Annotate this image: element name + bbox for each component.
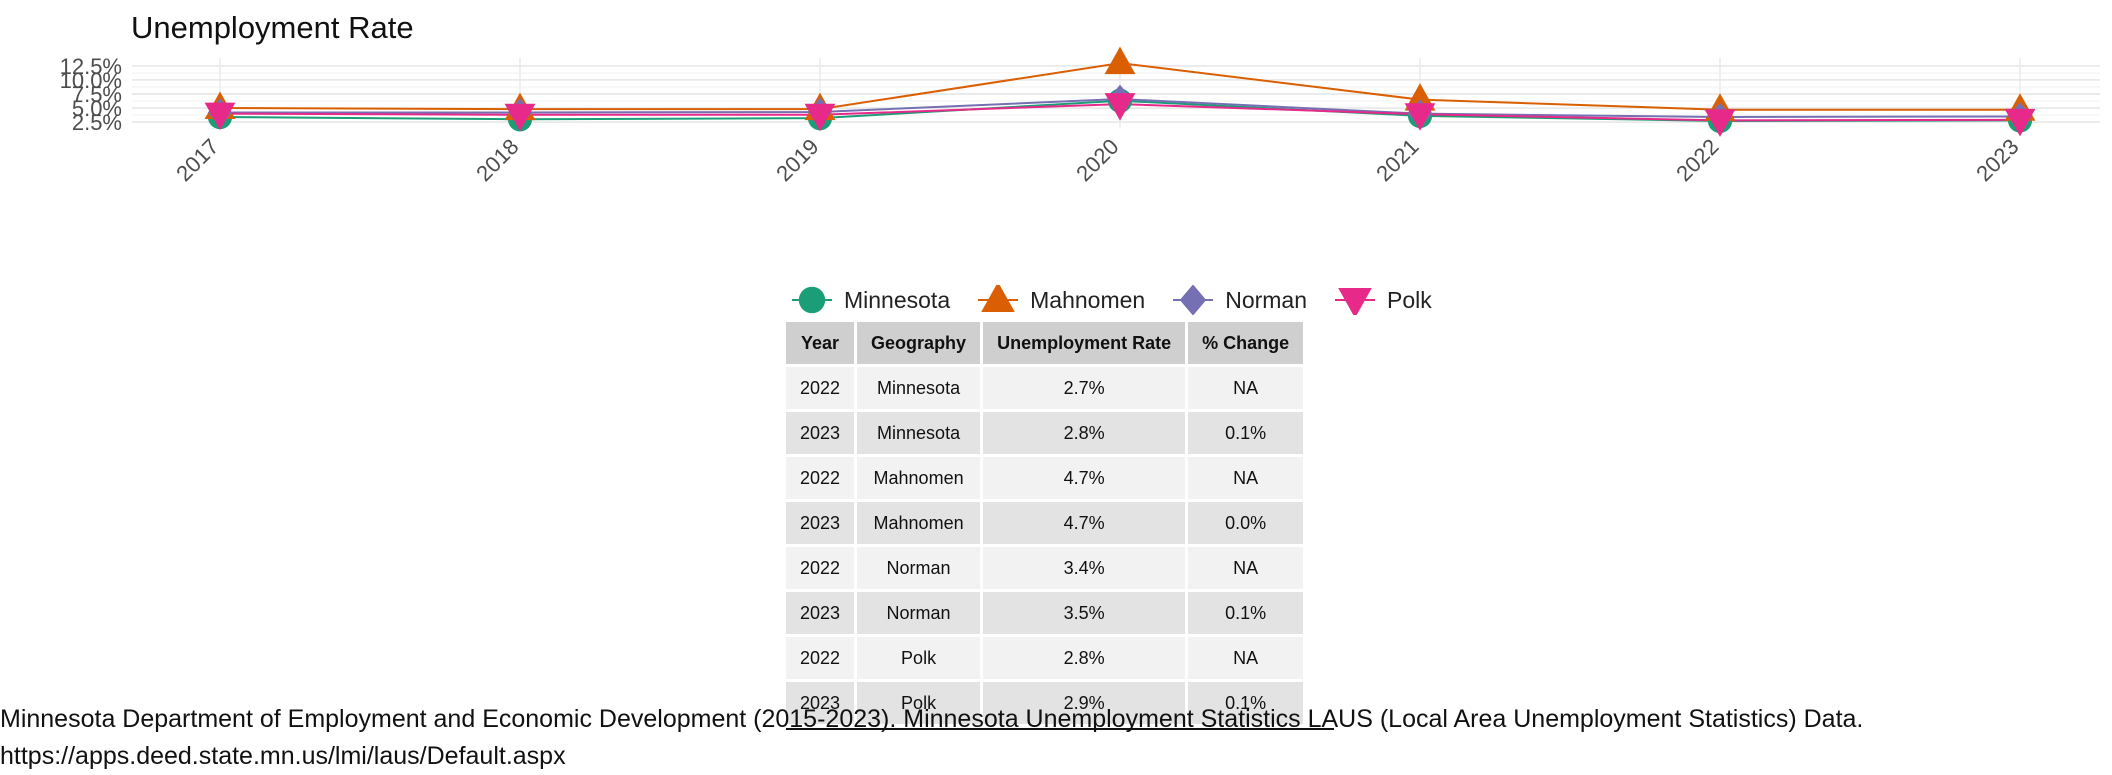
table-cell: Norman [855, 545, 984, 592]
line-chart: 2.5%5.0%7.5%10.0%12.5% 2017 2018 2019 2020 2… [60, 46, 2100, 186]
table-cell: Minnesota [855, 365, 984, 412]
x-tick-label: 2023 [1971, 134, 2023, 186]
table-cell: 3.5% [981, 590, 1189, 637]
marker-triangle-down [1404, 103, 1436, 131]
legend-item-polk: Polk [1333, 285, 1432, 315]
table-cell: 2022 [786, 455, 858, 502]
marker-circle [798, 286, 826, 314]
table-row: 2022 Norman 3.4% NA [786, 545, 1307, 592]
legend-key-polk [1335, 288, 1376, 315]
marker-triangle-down [2004, 108, 2036, 137]
legend-item-minnesota: Minnesota [790, 285, 950, 315]
table-cell: 2.9% [981, 680, 1189, 727]
table-cell: Mahnomen [855, 500, 984, 547]
y-tick-label: 10.0% [60, 68, 122, 93]
x-tick-label: 2021 [1371, 134, 1423, 186]
table-cell: Norman [855, 590, 984, 637]
marker-triangle-up [981, 285, 1015, 312]
y-tick-label: 12.5% [60, 54, 122, 79]
table-header-cell: % Change [1186, 322, 1307, 367]
marker-triangle-down [1338, 288, 1372, 315]
table-cell: 4.7% [981, 500, 1189, 547]
table-row: 2022 Polk 2.8% NA [786, 635, 1307, 682]
marker-triangle-up [1104, 46, 1136, 75]
legend-key-minnesota [792, 286, 832, 314]
table-cell: Minnesota [855, 410, 984, 457]
x-axis-ticks: 2017 2018 2019 2020 2021 2022 2023 [171, 134, 2023, 186]
table-cell: NA [1186, 365, 1307, 412]
table-cell: 2.8% [981, 410, 1189, 457]
table-cell: 2023 [786, 590, 858, 637]
table-cell: NA [1186, 545, 1307, 592]
table-row: 2023 Norman 3.5% 0.1% [786, 590, 1307, 637]
legend-label: Mahnomen [1030, 286, 1146, 313]
legend: Minnesota Mahnomen Norman Polk [790, 282, 1458, 318]
caption-line-1: Minnesota Department of Employment and E… [0, 705, 1864, 733]
y-axis-ticks: 2.5%5.0%7.5%10.0%12.5% [60, 54, 122, 135]
table-cell: 0.0% [1186, 500, 1307, 547]
table-row: 2022 Mahnomen 4.7% NA [786, 455, 1307, 502]
legend-label: Minnesota [844, 286, 951, 313]
chart-title: Unemployment Rate [131, 10, 414, 45]
source-caption: Minnesota Department of Employment and E… [0, 701, 1863, 775]
table-cell: 0.1% [1186, 680, 1307, 727]
table-cell: 0.1% [1186, 410, 1307, 457]
table-cell: 4.7% [981, 455, 1189, 502]
marker-triangle-down [804, 103, 836, 132]
y-tick-label: 2.5% [72, 110, 122, 135]
table-cell: Mahnomen [855, 455, 984, 502]
legend-label: Polk [1387, 286, 1432, 313]
table-row: 2022 Minnesota 2.7% NA [786, 365, 1307, 412]
table-cell: 2022 [786, 545, 858, 592]
table-cell: 2022 [786, 635, 858, 682]
x-tick-label: 2020 [1071, 134, 1123, 186]
table-cell: NA [1186, 455, 1307, 502]
legend-label: Norman [1225, 286, 1308, 313]
table-cell: 2022 [786, 365, 858, 412]
caption-line-2: https://apps.deed.state.mn.us/lmi/laus/D… [0, 742, 566, 770]
table-cell: 2023 [786, 500, 858, 547]
x-tick-label: 2018 [471, 134, 523, 186]
table-row: 2023 Mahnomen 4.7% 0.0% [786, 500, 1307, 547]
table-cell: Polk [855, 680, 984, 727]
marker-triangle-down [504, 103, 536, 132]
x-tick-label: 2022 [1671, 134, 1723, 186]
table-cell: 3.4% [981, 545, 1189, 592]
marker-triangle-down [1704, 109, 1736, 137]
table-cell: 2.8% [981, 635, 1189, 682]
table-cell: 2023 [786, 410, 858, 457]
table-cell: Polk [855, 635, 984, 682]
table-bottom-rule [786, 728, 1334, 730]
marker-triangle-down [204, 102, 236, 131]
table-cell: 0.1% [1186, 590, 1307, 637]
table-row: 2023 Minnesota 2.8% 0.1% [786, 410, 1307, 457]
table-header-cell: Geography [855, 322, 984, 367]
table-body: 2022 Minnesota 2.7% NA 2023 Minnesota 2.8% 0.1%… [786, 365, 1307, 727]
table-cell: NA [1186, 635, 1307, 682]
legend-item-mahnomen: Mahnomen [976, 285, 1145, 315]
legend-key-mahnomen [978, 285, 1019, 312]
legend-key-norman [1173, 285, 1214, 315]
data-table: Year Geography Unemployment Rate% Change 2… [786, 322, 1307, 727]
table-cell: 2023 [786, 680, 858, 727]
y-tick-label: 7.5% [72, 82, 122, 107]
table-row: 2023 Polk 2.9% 0.1% [786, 680, 1307, 727]
table-header-row: Year Geography Unemployment Rate% Change [786, 322, 1307, 367]
table-cell: 2.7% [981, 365, 1189, 412]
x-tick-label: 2017 [171, 134, 223, 186]
legend-item-norman: Norman [1171, 285, 1307, 315]
x-tick-label: 2019 [771, 134, 823, 186]
table-header-cell: Year [786, 322, 858, 367]
marker-diamond [1180, 285, 1207, 315]
series-markers [204, 46, 2036, 137]
marker-triangle-down [1104, 93, 1136, 121]
y-tick-label: 5.0% [72, 96, 122, 121]
table-header-cell: Unemployment Rate [981, 322, 1189, 367]
